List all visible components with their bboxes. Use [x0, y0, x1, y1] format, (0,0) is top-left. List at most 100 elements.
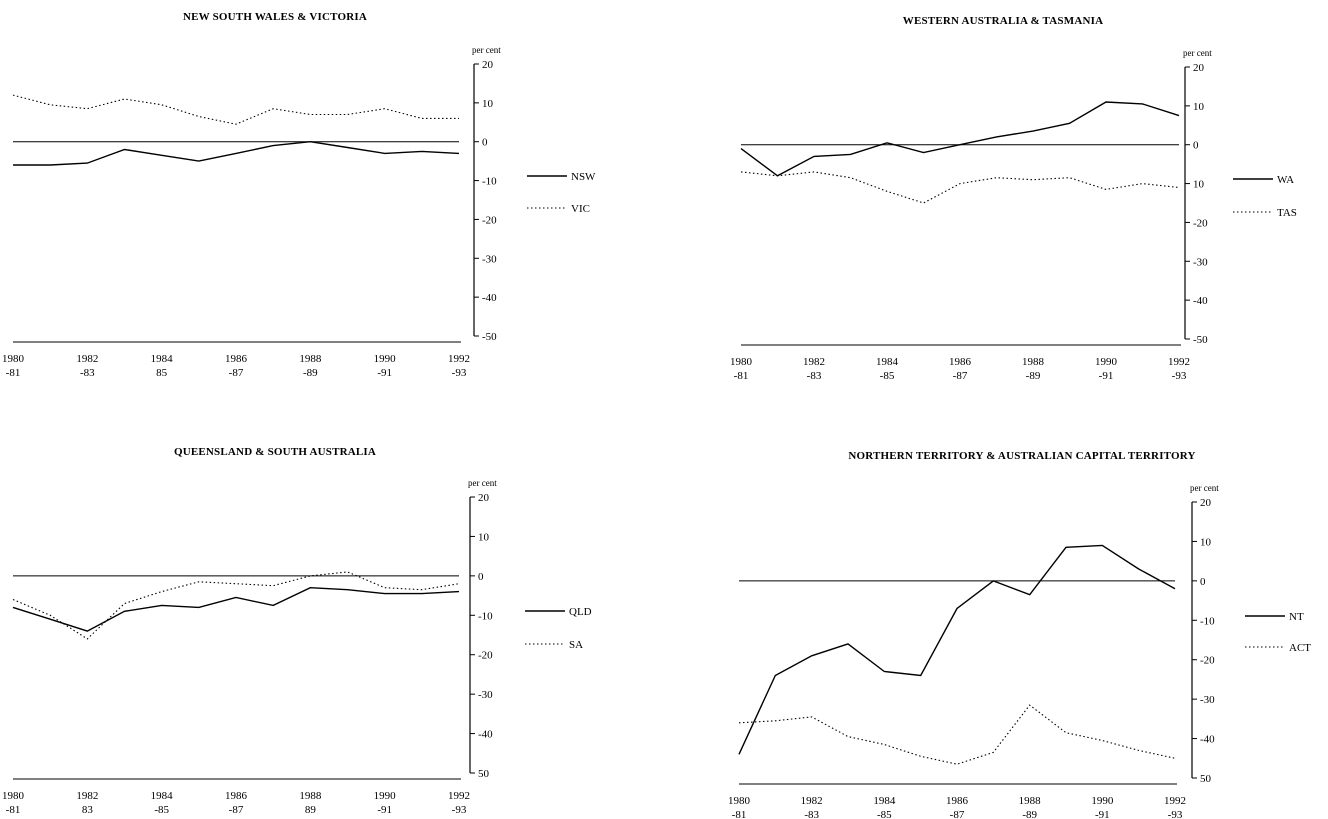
y-tick-label: -50 [482, 331, 497, 343]
y-tick-label: -30 [1200, 694, 1215, 706]
x-tick-label: 1986 [949, 356, 972, 368]
series-line-nt [738, 544, 1176, 755]
chart-title: QUEENSLAND & SOUTH AUSTRALIA [174, 446, 376, 458]
y-tick-label: -10 [478, 610, 493, 622]
x-tick-label: 83 [82, 804, 94, 816]
x-tick-label: -89 [303, 367, 318, 379]
legend-label-act: ACT [1289, 642, 1311, 654]
y-tick-label: 0 [482, 137, 488, 149]
x-tick-label: 1980 [728, 795, 751, 807]
x-tick-label: 1982 [76, 353, 98, 365]
y-tick-label: 20 [1193, 62, 1205, 74]
x-tick-label: 1992 [1168, 356, 1190, 368]
x-tick-label: 1982 [801, 795, 823, 807]
x-tick-label: 1986 [225, 353, 248, 365]
series-line-sa [12, 571, 460, 640]
legend-label-qld: QLD [569, 606, 592, 618]
y-tick-label: -40 [482, 292, 497, 304]
y-tick-label: 10 [478, 531, 490, 543]
chart-title: WESTERN AUSTRALIA & TASMANIA [903, 15, 1104, 27]
x-tick-label: -91 [377, 804, 392, 816]
y-tick-label: -20 [1193, 217, 1208, 229]
y-tick-label: -30 [1193, 256, 1208, 268]
x-tick-label: -87 [950, 809, 965, 819]
series-line-vic [12, 94, 459, 125]
x-tick-label: -87 [229, 804, 244, 816]
x-tick-label: 1980 [2, 790, 25, 802]
panel-1: NEW SOUTH WALES & VICTORIA per cent 20 10 0 -… [2, 11, 596, 379]
x-tick-label: 1988 [299, 790, 322, 802]
y-tick-label: 10 [1193, 179, 1205, 191]
y-tick-label: 50 [478, 768, 490, 780]
y-tick-label: 10 [482, 98, 494, 110]
legend-label-tas: TAS [1277, 207, 1297, 219]
series-line-qld [12, 586, 460, 632]
x-tick-label: 1988 [1022, 356, 1045, 368]
legend-label-wa: WA [1277, 174, 1294, 186]
y-tick-label: 10 [1200, 536, 1212, 548]
y-tick-label: 0 [1200, 576, 1206, 588]
y-tick-label: -30 [478, 689, 493, 701]
y-axis-unit-label: per cent [468, 478, 497, 488]
x-tick-label: -93 [1168, 809, 1183, 819]
y-tick-label: -40 [478, 729, 493, 741]
panel-4: NORTHERN TERRITORY & AUSTRALIAN CAPITAL … [728, 450, 1311, 819]
x-tick-label: -81 [6, 804, 21, 816]
y-axis-unit-label: per cent [472, 45, 501, 55]
y-tick-label: 20 [482, 59, 494, 71]
x-tick-label: 89 [305, 804, 317, 816]
x-tick-label: -87 [229, 367, 244, 379]
x-tick-label: 1990 [1095, 356, 1118, 368]
x-tick-label: 1984 [151, 353, 174, 365]
y-tick-label: -10 [482, 176, 497, 188]
legend-label-nt: NT [1289, 611, 1304, 623]
x-tick-label: -93 [1172, 370, 1187, 382]
x-tick-label: 1990 [1091, 795, 1114, 807]
series-line-act [738, 704, 1176, 765]
x-tick-label: 1990 [374, 790, 397, 802]
x-tick-label: -91 [377, 367, 392, 379]
x-tick-label: -93 [452, 367, 467, 379]
y-tick-label: 0 [1193, 140, 1199, 152]
panel-3: QUEENSLAND & SOUTH AUSTRALIA per cent 20 10… [2, 446, 592, 816]
series-line-nsw [13, 140, 460, 166]
x-tick-label: -83 [804, 809, 819, 819]
x-tick-label: -81 [734, 370, 749, 382]
x-tick-label: -81 [732, 809, 747, 819]
x-tick-label: 1992 [448, 353, 470, 365]
x-tick-label: 1980 [2, 353, 25, 365]
y-tick-label: 10 [1193, 101, 1205, 113]
x-tick-label: -85 [154, 804, 169, 816]
x-tick-label: 1980 [730, 356, 753, 368]
y-tick-label: -20 [1200, 655, 1215, 667]
y-tick-label: 50 [1200, 773, 1212, 785]
x-tick-label: -83 [80, 367, 95, 379]
chart-title: NORTHERN TERRITORY & AUSTRALIAN CAPITAL … [848, 450, 1195, 462]
y-tick-label: -40 [1200, 734, 1215, 746]
x-tick-label: 1986 [946, 795, 969, 807]
x-tick-label: -89 [1026, 370, 1041, 382]
y-tick-label: 0 [478, 571, 484, 583]
x-tick-label: 1992 [1164, 795, 1186, 807]
x-tick-label: 1986 [225, 790, 248, 802]
x-tick-label: -93 [452, 804, 467, 816]
y-tick-label: 20 [1200, 497, 1212, 509]
x-tick-label: 1992 [448, 790, 470, 802]
x-tick-label: -83 [807, 370, 822, 382]
x-tick-label: -89 [1022, 809, 1037, 819]
y-tick-label: -40 [1193, 295, 1208, 307]
x-tick-label: -91 [1095, 809, 1110, 819]
legend-label-sa: SA [569, 639, 583, 651]
panel-2: WESTERN AUSTRALIA & TASMANIA per cent 20 10… [730, 15, 1297, 382]
x-tick-label: 1982 [803, 356, 825, 368]
y-axis-unit-label: per cent [1183, 48, 1212, 58]
x-tick-label: 1984 [151, 790, 174, 802]
y-tick-label: -10 [1200, 615, 1215, 627]
x-tick-label: 85 [156, 367, 168, 379]
series-line-tas [740, 171, 1180, 204]
y-tick-label: -50 [1193, 334, 1208, 346]
legend-label-nsw: NSW [571, 171, 596, 183]
x-tick-label: -85 [877, 809, 892, 819]
x-tick-label: 1990 [374, 353, 397, 365]
